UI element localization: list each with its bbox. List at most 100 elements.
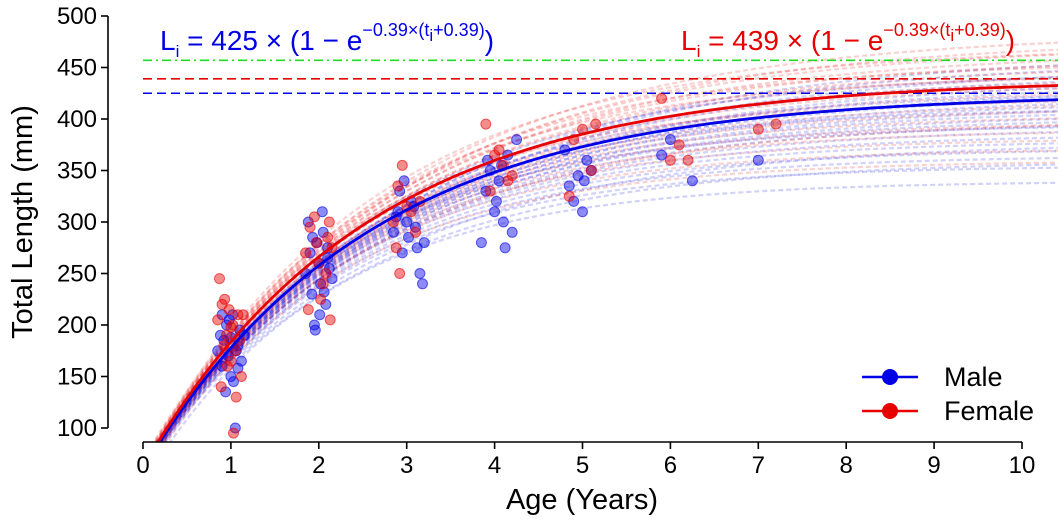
male-data-point: [499, 242, 511, 254]
female-data-point: [770, 118, 782, 130]
female-data-point: [752, 123, 764, 135]
y-axis-title: Total Length (mm): [7, 105, 39, 339]
male-data-point: [752, 154, 764, 166]
female-data-point: [215, 381, 227, 393]
male-data-point: [493, 175, 505, 187]
female-data-point: [664, 154, 676, 166]
y-tick-label: 500: [57, 3, 97, 30]
female-data-point: [656, 92, 668, 104]
male-data-point: [306, 288, 318, 300]
female-data-point: [214, 273, 225, 285]
female-individual-curve: [158, 77, 1058, 442]
male-individual-curve: [161, 109, 1058, 442]
female-data-point: [315, 293, 327, 305]
male-individual-curve: [163, 156, 1058, 442]
female-data-point: [394, 268, 406, 279]
female-data-point: [493, 144, 505, 156]
male-data-point: [489, 206, 501, 218]
male-individual-curve: [159, 103, 1058, 442]
female-individual-curve: [155, 70, 1058, 442]
male-individual-curve: [169, 181, 1058, 442]
male-data-point: [304, 247, 316, 259]
x-tick-label: 0: [136, 452, 149, 479]
female-individual-curve: [155, 76, 1058, 442]
individual-curves: [152, 41, 1058, 442]
y-tick-label: 250: [57, 261, 97, 288]
x-tick-label: 4: [488, 452, 501, 479]
female-data-point: [320, 268, 332, 279]
female-data-point: [682, 154, 694, 166]
female-data-point: [229, 345, 241, 357]
male-data-point: [411, 242, 423, 254]
female-individual-curve: [155, 53, 1058, 442]
male-individual-curve: [157, 86, 1058, 442]
female-individual-curve: [156, 82, 1058, 442]
y-axis: 100 150 200 250 300 350 400 450 500: [57, 3, 109, 442]
female-individual-curve: [157, 93, 1058, 442]
asymptote-lines: [143, 59, 1058, 95]
legend-entry-male: Male: [862, 362, 1003, 392]
x-tick-label: 8: [840, 452, 853, 479]
legend-label-male: Male: [944, 362, 1003, 392]
legend-entry-female: Female: [862, 396, 1034, 426]
male-data-point: [316, 206, 328, 218]
female-data-point: [300, 247, 312, 259]
female-individual-curve: [157, 99, 1058, 442]
female-data-point: [390, 242, 402, 254]
female-data-point: [324, 314, 336, 326]
female-individual-curve: [160, 124, 1058, 442]
male-individual-curve: [159, 110, 1058, 442]
female-data-point: [212, 314, 224, 326]
male-individual-curve: [159, 95, 1058, 442]
y-tick-label: 200: [57, 312, 97, 339]
female-data-point: [221, 360, 233, 372]
x-tick-label: 3: [400, 452, 413, 479]
male-individual-curve: [164, 166, 1058, 442]
female-data-point: [302, 304, 314, 316]
male-data-point: [480, 185, 492, 197]
y-tick-label: 350: [57, 158, 97, 185]
male-individual-curve: [162, 150, 1058, 442]
female-data-point: [228, 427, 239, 439]
female-data-point: [585, 165, 597, 176]
legend-marker-male: [882, 369, 898, 385]
female-individual-curve: [165, 161, 1058, 442]
male-equation: Li = 425 × (1 − e−0.39×(ti+0.39)): [160, 20, 494, 61]
female-data-point: [237, 309, 249, 321]
male-data-point: [656, 149, 668, 161]
male-data-point: [490, 195, 502, 207]
data-points: [212, 92, 782, 439]
male-individual-curve: [161, 131, 1058, 442]
male-data-point: [511, 134, 523, 146]
male-data-point: [417, 278, 428, 290]
female-individual-curve: [154, 64, 1058, 442]
y-tick-label: 150: [57, 364, 97, 391]
female-data-point: [308, 211, 320, 223]
male-individual-curve: [161, 142, 1058, 442]
male-individual-curve: [161, 136, 1058, 442]
female-data-point: [323, 216, 335, 228]
female-equation-k: 0.39: [894, 20, 929, 40]
male-data-point: [563, 180, 575, 192]
male-fit-curve: [158, 98, 1058, 442]
female-data-point: [396, 159, 408, 171]
female-data-point: [304, 221, 316, 233]
female-individual-curve: [155, 124, 1058, 442]
female-individual-curve: [154, 48, 1058, 442]
female-equation-linf: 439: [732, 25, 779, 56]
female-data-point: [563, 190, 575, 202]
female-individual-curve: [161, 139, 1058, 442]
female-equation: Li = 439 × (1 − e−0.39×(ti+0.39)): [681, 20, 1015, 61]
female-data-point: [230, 391, 242, 403]
male-data-point: [578, 175, 590, 187]
male-data-point: [414, 268, 426, 279]
x-tick-label: 5: [576, 452, 589, 479]
male-data-point: [506, 226, 518, 238]
female-fit-curve: [156, 84, 1058, 442]
female-individual-curve: [161, 131, 1058, 442]
x-tick-label: 7: [752, 452, 765, 479]
male-data-point: [388, 226, 399, 238]
female-data-point: [484, 185, 496, 197]
y-tick-label: 450: [57, 55, 97, 82]
